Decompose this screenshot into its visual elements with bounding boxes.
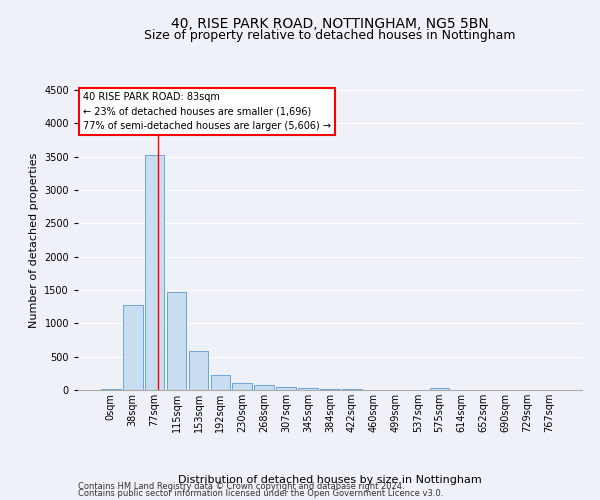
Bar [430,388,449,390]
Text: Contains HM Land Registry data © Crown copyright and database right 2024.: Contains HM Land Registry data © Crown c… [78,482,404,491]
Y-axis label: Number of detached properties: Number of detached properties [29,152,38,328]
Bar [298,388,318,390]
Bar [254,384,274,390]
Text: Size of property relative to detached houses in Nottingham: Size of property relative to detached ho… [144,29,516,42]
Text: Distribution of detached houses by size in Nottingham: Distribution of detached houses by size … [178,475,482,485]
Bar [167,292,187,390]
Bar [320,389,340,390]
Text: Contains public sector information licensed under the Open Government Licence v3: Contains public sector information licen… [78,488,443,498]
Bar [276,386,296,390]
Bar [145,154,164,390]
Text: 40 RISE PARK ROAD: 83sqm
← 23% of detached houses are smaller (1,696)
77% of sem: 40 RISE PARK ROAD: 83sqm ← 23% of detach… [83,92,331,131]
Bar [101,388,121,390]
Bar [188,350,208,390]
Bar [232,382,252,390]
Bar [123,306,143,390]
Bar [211,376,230,390]
Text: 40, RISE PARK ROAD, NOTTINGHAM, NG5 5BN: 40, RISE PARK ROAD, NOTTINGHAM, NG5 5BN [171,18,489,32]
